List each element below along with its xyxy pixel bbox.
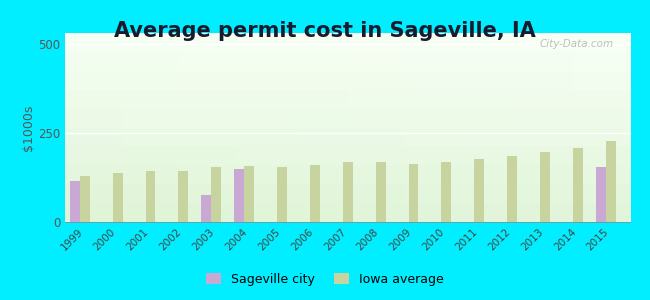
- Text: City-Data.com: City-Data.com: [540, 39, 614, 49]
- Bar: [277, 167, 287, 222]
- Bar: [376, 162, 385, 222]
- Bar: [606, 141, 616, 222]
- Bar: [112, 173, 123, 222]
- Bar: [146, 171, 155, 222]
- Bar: [409, 164, 419, 222]
- Y-axis label: $1000s: $1000s: [22, 104, 35, 151]
- Bar: [310, 165, 320, 222]
- Bar: [234, 169, 244, 222]
- Bar: [211, 167, 221, 222]
- Bar: [244, 166, 254, 222]
- Text: Average permit cost in Sageville, IA: Average permit cost in Sageville, IA: [114, 21, 536, 41]
- Bar: [540, 152, 550, 222]
- Bar: [606, 141, 616, 222]
- Bar: [507, 156, 517, 222]
- Bar: [474, 158, 484, 222]
- Bar: [596, 167, 606, 222]
- Bar: [343, 162, 353, 222]
- Bar: [211, 167, 221, 222]
- Bar: [573, 148, 583, 222]
- Bar: [80, 176, 90, 222]
- Bar: [70, 181, 80, 222]
- Bar: [244, 166, 254, 222]
- Legend: Sageville city, Iowa average: Sageville city, Iowa average: [202, 268, 448, 291]
- Bar: [80, 176, 90, 222]
- Bar: [202, 195, 211, 222]
- Bar: [441, 162, 451, 222]
- Bar: [179, 171, 188, 222]
